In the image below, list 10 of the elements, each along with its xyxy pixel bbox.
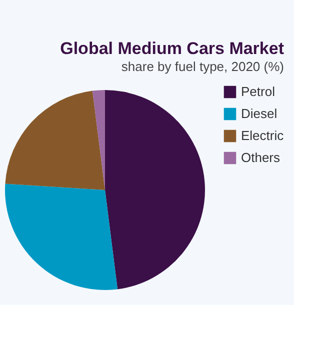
- legend-label: Petrol: [241, 84, 276, 99]
- legend-label: Electric: [241, 128, 284, 143]
- pie-slice: [105, 90, 205, 290]
- pie-slice: [5, 184, 118, 290]
- legend-label: Diesel: [241, 106, 278, 121]
- chart-title: Global Medium Cars Market: [60, 39, 284, 58]
- pie-slice: [5, 90, 105, 190]
- legend-label: Others: [241, 150, 281, 165]
- pie-slice: [92, 90, 105, 190]
- chart-subtitle: share by fuel type, 2020 (%): [121, 59, 284, 74]
